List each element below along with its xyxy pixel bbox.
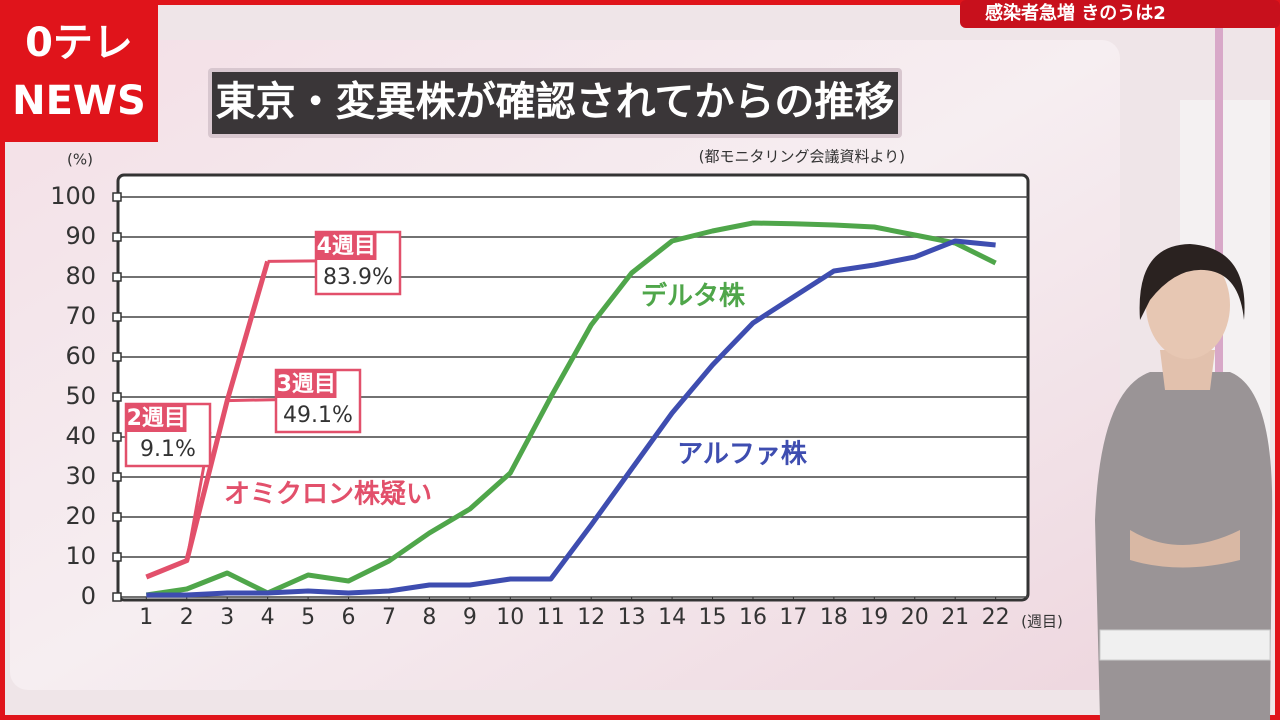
y-tick-label: 100	[50, 182, 96, 210]
x-tick-label: 5	[301, 605, 315, 630]
series-label: アルファ株	[677, 440, 808, 470]
x-tick-label: 1	[139, 605, 153, 630]
y-tick	[112, 392, 122, 402]
x-tick-label: 9	[463, 605, 477, 630]
x-tick-label: 12	[577, 605, 605, 630]
y-tick	[112, 552, 122, 562]
x-tick-label: 14	[658, 605, 686, 630]
y-axis-label: (%)	[67, 151, 93, 169]
y-tick	[112, 232, 122, 242]
value-label: 83.9%	[323, 265, 393, 290]
callout-week: 3週目	[277, 372, 336, 397]
chart-subtitle: (都モニタリング会議資料より)	[699, 148, 905, 166]
y-tick-label: 30	[65, 462, 96, 490]
x-tick-label: 4	[261, 605, 275, 630]
y-tick-label: 20	[65, 502, 96, 530]
series-line	[145, 220, 997, 598]
logo-top: 0テレ	[25, 20, 133, 66]
y-tick	[112, 512, 122, 522]
y-tick-label: 80	[65, 262, 96, 290]
callout-header	[276, 370, 337, 398]
x-tick-label: 22	[982, 605, 1010, 630]
x-tick-label: 7	[382, 605, 396, 630]
y-tick-label: 70	[65, 302, 96, 330]
y-tick-label: 10	[65, 542, 96, 570]
x-tick-label: 19	[860, 605, 888, 630]
y-tick	[112, 352, 122, 362]
series-line	[146, 238, 996, 598]
x-tick-label: 11	[537, 605, 565, 630]
x-tick-label: 20	[901, 605, 929, 630]
x-axis-label: (週目)	[1021, 613, 1063, 631]
y-tick	[112, 592, 122, 602]
ticker-bar	[960, 0, 1280, 28]
y-tick-label: 50	[65, 382, 96, 410]
x-tick-label: 6	[342, 605, 356, 630]
plot-area	[116, 173, 1030, 602]
series-line	[145, 260, 271, 580]
value-label: 49.1%	[283, 403, 353, 428]
x-tick-label: 16	[739, 605, 767, 630]
y-tick-label: 0	[81, 582, 96, 610]
x-tick-label: 21	[941, 605, 969, 630]
presenter	[1095, 244, 1273, 720]
ticker-text: 感染者急増 きのうは2	[985, 2, 1166, 24]
x-tick-label: 3	[220, 605, 234, 630]
chart-title: 東京・変異株が確認されてからの推移	[216, 79, 895, 125]
y-tick-label: 40	[65, 422, 96, 450]
y-tick	[112, 432, 122, 442]
x-tick-label: 13	[618, 605, 646, 630]
callout-header	[126, 404, 187, 432]
callout-header	[316, 232, 377, 260]
series-label: デルタ株	[641, 281, 746, 312]
title-box	[212, 72, 898, 134]
x-tick-label: 15	[699, 605, 727, 630]
x-tick-label: 10	[496, 605, 524, 630]
x-tick-label: 17	[779, 605, 807, 630]
value-label: 9.1%	[140, 437, 196, 462]
y-tick	[112, 472, 122, 482]
callout-week: 4週目	[317, 234, 376, 259]
logo-box	[0, 0, 158, 142]
y-tick	[112, 312, 122, 322]
x-tick-label: 2	[180, 605, 194, 630]
series-label: オミクロン株疑い	[224, 480, 432, 510]
y-tick-label: 90	[65, 222, 96, 250]
x-tick-label: 18	[820, 605, 848, 630]
callout-week: 2週目	[127, 406, 186, 431]
logo-bottom: NEWS	[12, 78, 146, 124]
y-tick-label: 60	[65, 342, 96, 370]
studio-pillar	[1215, 0, 1223, 720]
y-tick	[112, 192, 122, 202]
y-tick	[112, 272, 122, 282]
x-tick-label: 8	[422, 605, 436, 630]
